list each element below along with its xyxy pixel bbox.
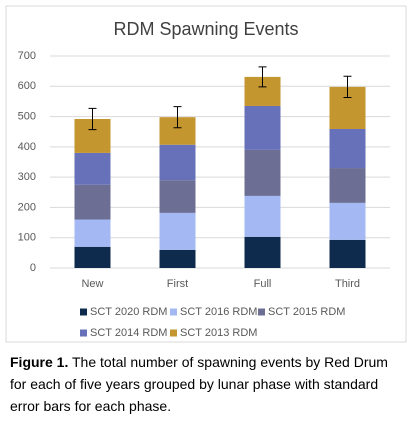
bar-segment [159,144,196,181]
legend-swatch [80,329,87,337]
legend-label: SCT 2015 RDM [268,306,345,318]
legend-label: SCT 2014 RDM [90,327,167,339]
legend-swatch [170,308,177,316]
caption-text: The total number of spawning events by R… [10,354,388,414]
legend-swatch [170,329,177,337]
bar-segment [244,195,281,237]
caption: Figure 1. The total number of spawning e… [10,351,402,417]
error-bar [343,75,352,98]
x-tick-label: First [167,278,188,290]
x-tick-label: New [81,278,103,290]
bar-segment [244,149,281,196]
error-bar [258,66,267,88]
bar-segment [329,202,366,240]
legend-swatch [80,308,87,316]
bar-segment [159,249,196,268]
bar-segment [74,152,111,185]
legend-label: SCT 2013 RDM [180,327,257,339]
error-bar [173,106,182,129]
bar-segment [74,184,111,220]
bar-segment [74,246,111,268]
y-tick-label: 600 [18,80,36,92]
bar-segment [74,219,111,247]
x-tick-label: Full [254,278,272,290]
caption-label: Figure 1. [10,354,69,370]
bar-segment [244,105,281,150]
y-tick-label: 200 [18,201,36,213]
legend-swatch [258,308,265,316]
bar-segment [159,180,196,213]
y-tick-label: 100 [18,232,36,244]
error-bar [88,107,97,131]
bar-segment [329,168,366,203]
chart: RDM Spawning Events 0 100 200 300 400 500 600 7… [5,5,407,343]
legend-label: SCT 2020 RDM [90,306,167,318]
y-tick-label: 500 [18,110,36,122]
chart-title: RDM Spawning Events [113,19,298,39]
y-tick-label: 700 [18,50,36,62]
bar-segment [159,212,196,250]
legend-label: SCT 2016 RDM [180,306,257,318]
y-tick-label: 300 [18,171,36,183]
y-tick-label: 0 [30,262,36,274]
x-tick-label: Third [335,278,360,290]
bar-segment [244,236,281,268]
bar-segment [329,239,366,268]
y-tick-label: 400 [18,141,36,153]
bar-segment [329,128,366,169]
